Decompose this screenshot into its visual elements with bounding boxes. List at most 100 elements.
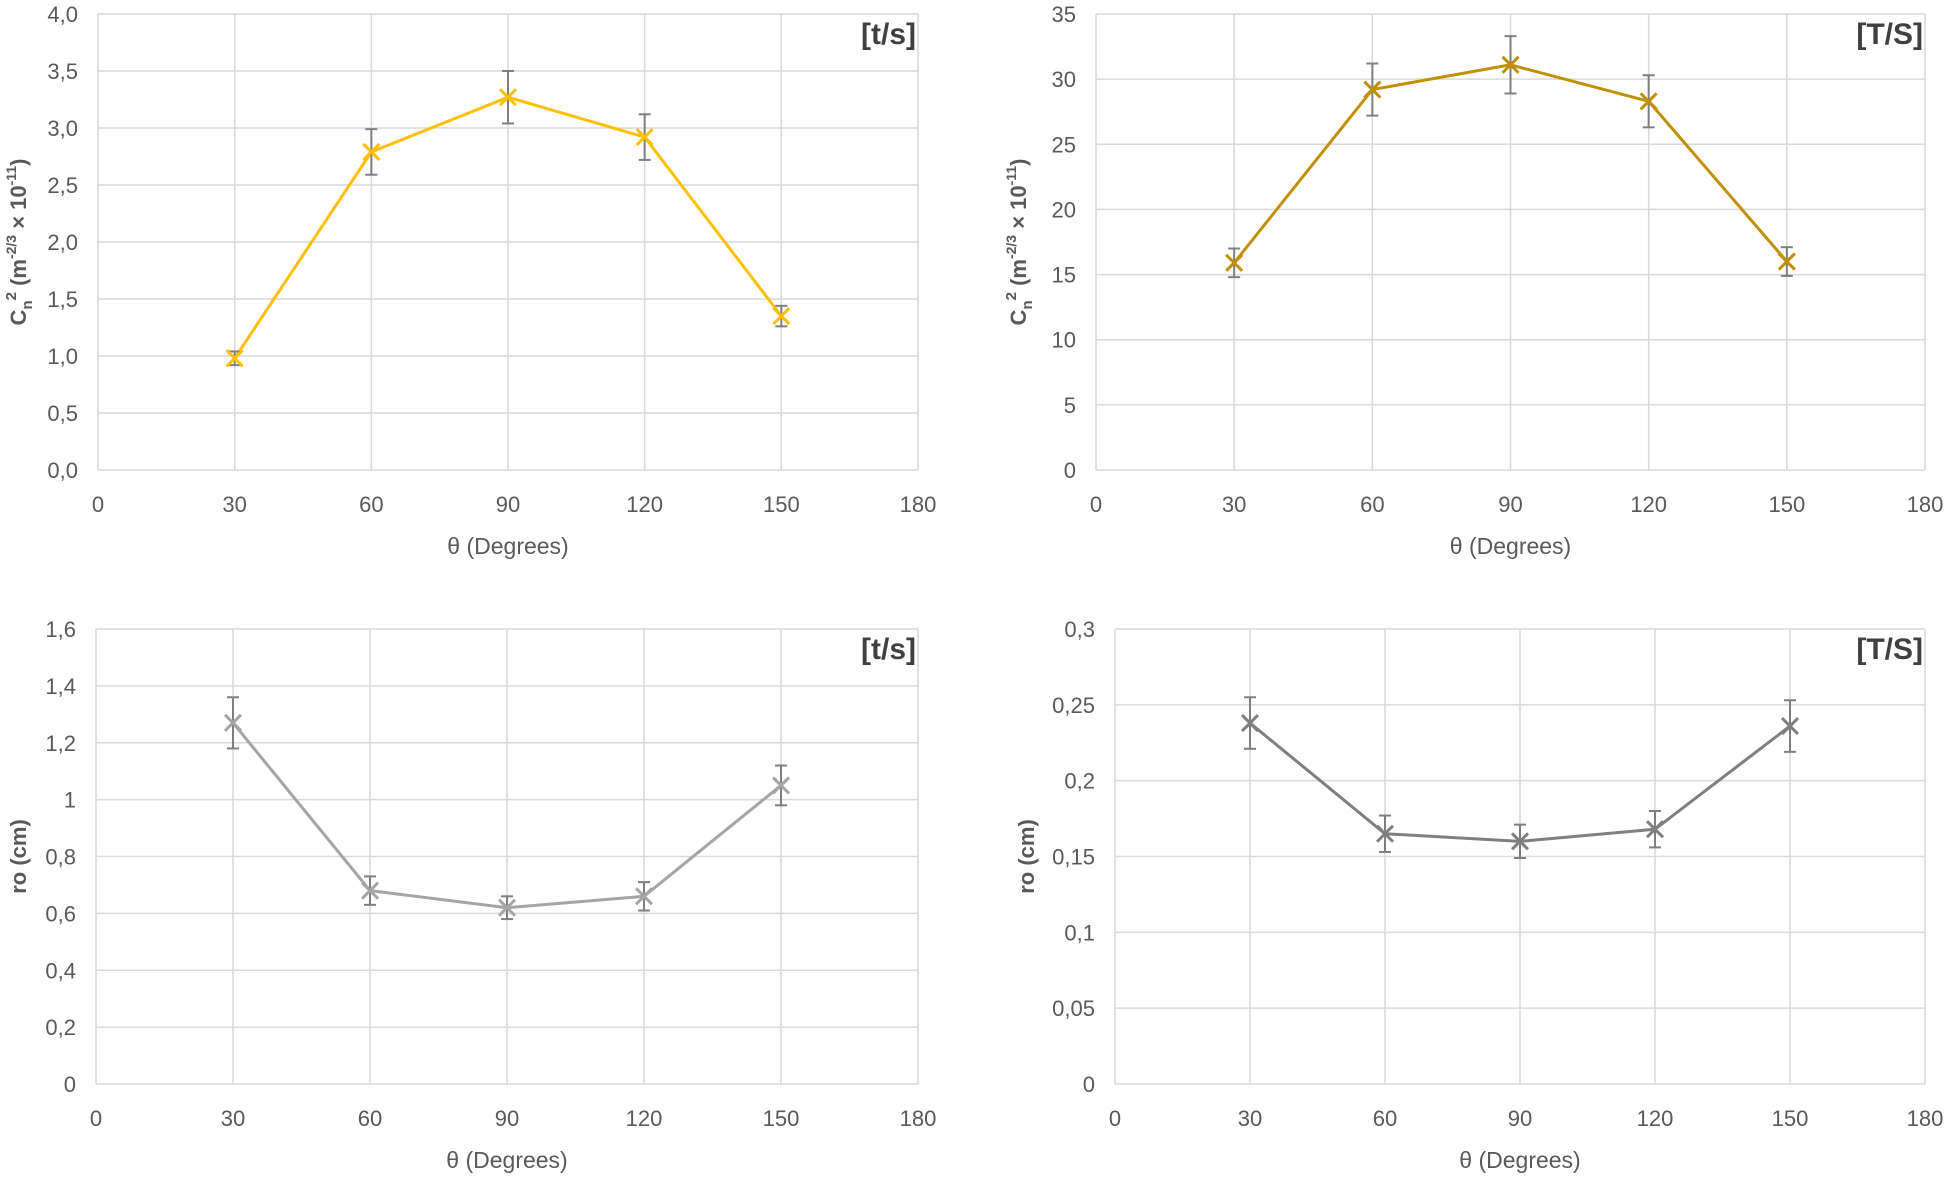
x-tick-label: 60	[1360, 492, 1384, 517]
y-tick-label: 0,05	[1052, 996, 1095, 1021]
y-tick-label: 35	[1052, 2, 1076, 27]
y-tick-label: 1,4	[45, 674, 76, 699]
x-axis-label: θ (Degrees)	[446, 1147, 567, 1173]
chart-4: 0 0,05 0,1 0,15 0,2 0,25 0,3 0 30 60 90 120 150 180 θ …	[1014, 617, 1943, 1173]
x-tick-label: 0	[1090, 492, 1102, 517]
y-label-sup: 2	[1003, 292, 1020, 300]
data-point-marker	[1375, 824, 1395, 843]
x-tick-label: 60	[1373, 1106, 1397, 1131]
y-tick-label: 0,6	[45, 901, 76, 926]
data-point-marker	[1777, 252, 1796, 271]
y-axis-label: ro (cm)	[6, 819, 31, 894]
x-tick-label: 120	[1637, 1106, 1674, 1131]
y-tick-label: 0,2	[1064, 769, 1095, 794]
data-point-marker	[225, 349, 244, 368]
y-tick-label: 0,0	[47, 458, 78, 483]
y-tick-label: 0,25	[1052, 693, 1095, 718]
y-tick-label: 20	[1052, 197, 1076, 222]
x-axis-label: θ (Degrees)	[1459, 1147, 1580, 1173]
y-label-base: ro (cm)	[6, 819, 31, 894]
y-tick-label: 0,8	[45, 845, 76, 870]
y-tick-label: 10	[1052, 328, 1076, 353]
y-tick-label: 1,0	[47, 344, 78, 369]
y-axis-label: ro (cm)	[1014, 819, 1039, 894]
x-axis-label: θ (Degrees)	[1450, 533, 1571, 559]
data-point-marker	[1510, 832, 1530, 851]
y-label-sup: -2/3	[1003, 235, 1019, 259]
y-label-sup: 2	[3, 292, 20, 300]
panel-tag: [t/s]	[861, 18, 916, 51]
y-tick-label: 4,0	[47, 2, 78, 27]
data-point-marker	[1645, 820, 1665, 839]
y-label-base: C	[1006, 309, 1031, 325]
x-tick-label: 90	[1498, 492, 1522, 517]
x-tick-label: 0	[90, 1106, 102, 1131]
data-point-marker	[223, 713, 243, 732]
data-point-marker	[360, 881, 380, 900]
panel-tag: [t/s]	[861, 633, 916, 666]
x-tick-label: 150	[1768, 492, 1805, 517]
data-point-marker	[1639, 92, 1658, 111]
x-tick-label: 150	[763, 1106, 800, 1131]
y-label-unit: (m	[6, 259, 31, 292]
x-tick-label: 120	[626, 492, 663, 517]
y-label-base: ro (cm)	[1014, 819, 1039, 894]
data-point-marker	[771, 776, 791, 795]
y-tick-label: 0,1	[1064, 920, 1095, 945]
y-tick-label: 0,3	[1064, 617, 1095, 642]
y-tick-label: 0	[1064, 458, 1076, 483]
y-label-close: )	[1006, 159, 1031, 166]
x-tick-label: 60	[358, 1106, 382, 1131]
chart-1: 0,0 0,5 1,0 1,5 2,0 2,5 3,0 3,5 4,0 0 30 60 90 120 150…	[3, 2, 936, 559]
y-tick-label: 30	[1052, 67, 1076, 92]
y-label-sub: n	[19, 300, 36, 309]
y-tick-label: 0,5	[47, 401, 78, 426]
x-tick-label: 30	[221, 1106, 245, 1131]
y-label-sup: -11	[1003, 166, 1019, 186]
data-point-marker	[1780, 717, 1800, 736]
x-tick-label: 180	[1907, 1106, 1944, 1131]
x-tick-label: 90	[496, 492, 520, 517]
x-tick-label: 150	[1772, 1106, 1809, 1131]
y-axis-label: Cn2 (m-2/3 × 10-11)	[1003, 159, 1036, 326]
y-tick-label: 1,6	[45, 617, 76, 642]
y-label-factor: × 10	[6, 185, 31, 235]
chart-3: 0 0,2 0,4 0,6 0,8 1 1,2 1,4 1,6 0 30 60 90 120 150 180 θ…	[6, 617, 936, 1173]
data-point-marker	[498, 88, 518, 107]
y-tick-label: 3,0	[47, 116, 78, 141]
x-tick-label: 0	[1109, 1106, 1121, 1131]
x-tick-label: 180	[1907, 492, 1944, 517]
x-tick-label: 60	[359, 492, 383, 517]
chart-2: 0 5 10 15 20 25 30 35 0 30 60 90 120 150 180 θ (Degrees…	[1003, 2, 1943, 559]
x-tick-label: 90	[1508, 1106, 1532, 1131]
x-tick-label: 0	[92, 492, 104, 517]
y-tick-label: 0	[64, 1072, 76, 1097]
y-axis-label: Cn2 (m-2/3 × 10-11)	[3, 159, 36, 326]
data-point-marker	[634, 887, 654, 906]
data-point-marker	[635, 128, 654, 147]
y-tick-label: 25	[1052, 132, 1076, 157]
data-point-marker	[362, 142, 381, 162]
data-point-marker	[1240, 713, 1260, 733]
y-label-sup: -2/3	[3, 235, 19, 259]
y-tick-label: 0,4	[45, 958, 76, 983]
x-tick-label: 90	[495, 1106, 519, 1131]
x-tick-label: 180	[900, 492, 937, 517]
y-tick-label: 0,15	[1052, 845, 1095, 870]
y-tick-label: 15	[1052, 263, 1076, 288]
y-tick-label: 1	[64, 788, 76, 813]
x-tick-label: 120	[1630, 492, 1667, 517]
data-point-marker	[1225, 253, 1244, 272]
data-point-marker	[497, 898, 517, 917]
y-tick-label: 1,5	[47, 287, 78, 312]
data-point-marker	[1363, 80, 1382, 99]
x-tick-label: 30	[222, 492, 246, 517]
x-tick-label: 30	[1238, 1106, 1262, 1131]
y-label-sub: n	[1019, 300, 1036, 309]
data-point-marker	[772, 307, 791, 326]
y-tick-label: 2,5	[47, 173, 78, 198]
panel-tag: [T/S]	[1856, 633, 1923, 666]
y-label-base: C	[6, 309, 31, 325]
y-tick-label: 3,5	[47, 59, 78, 84]
